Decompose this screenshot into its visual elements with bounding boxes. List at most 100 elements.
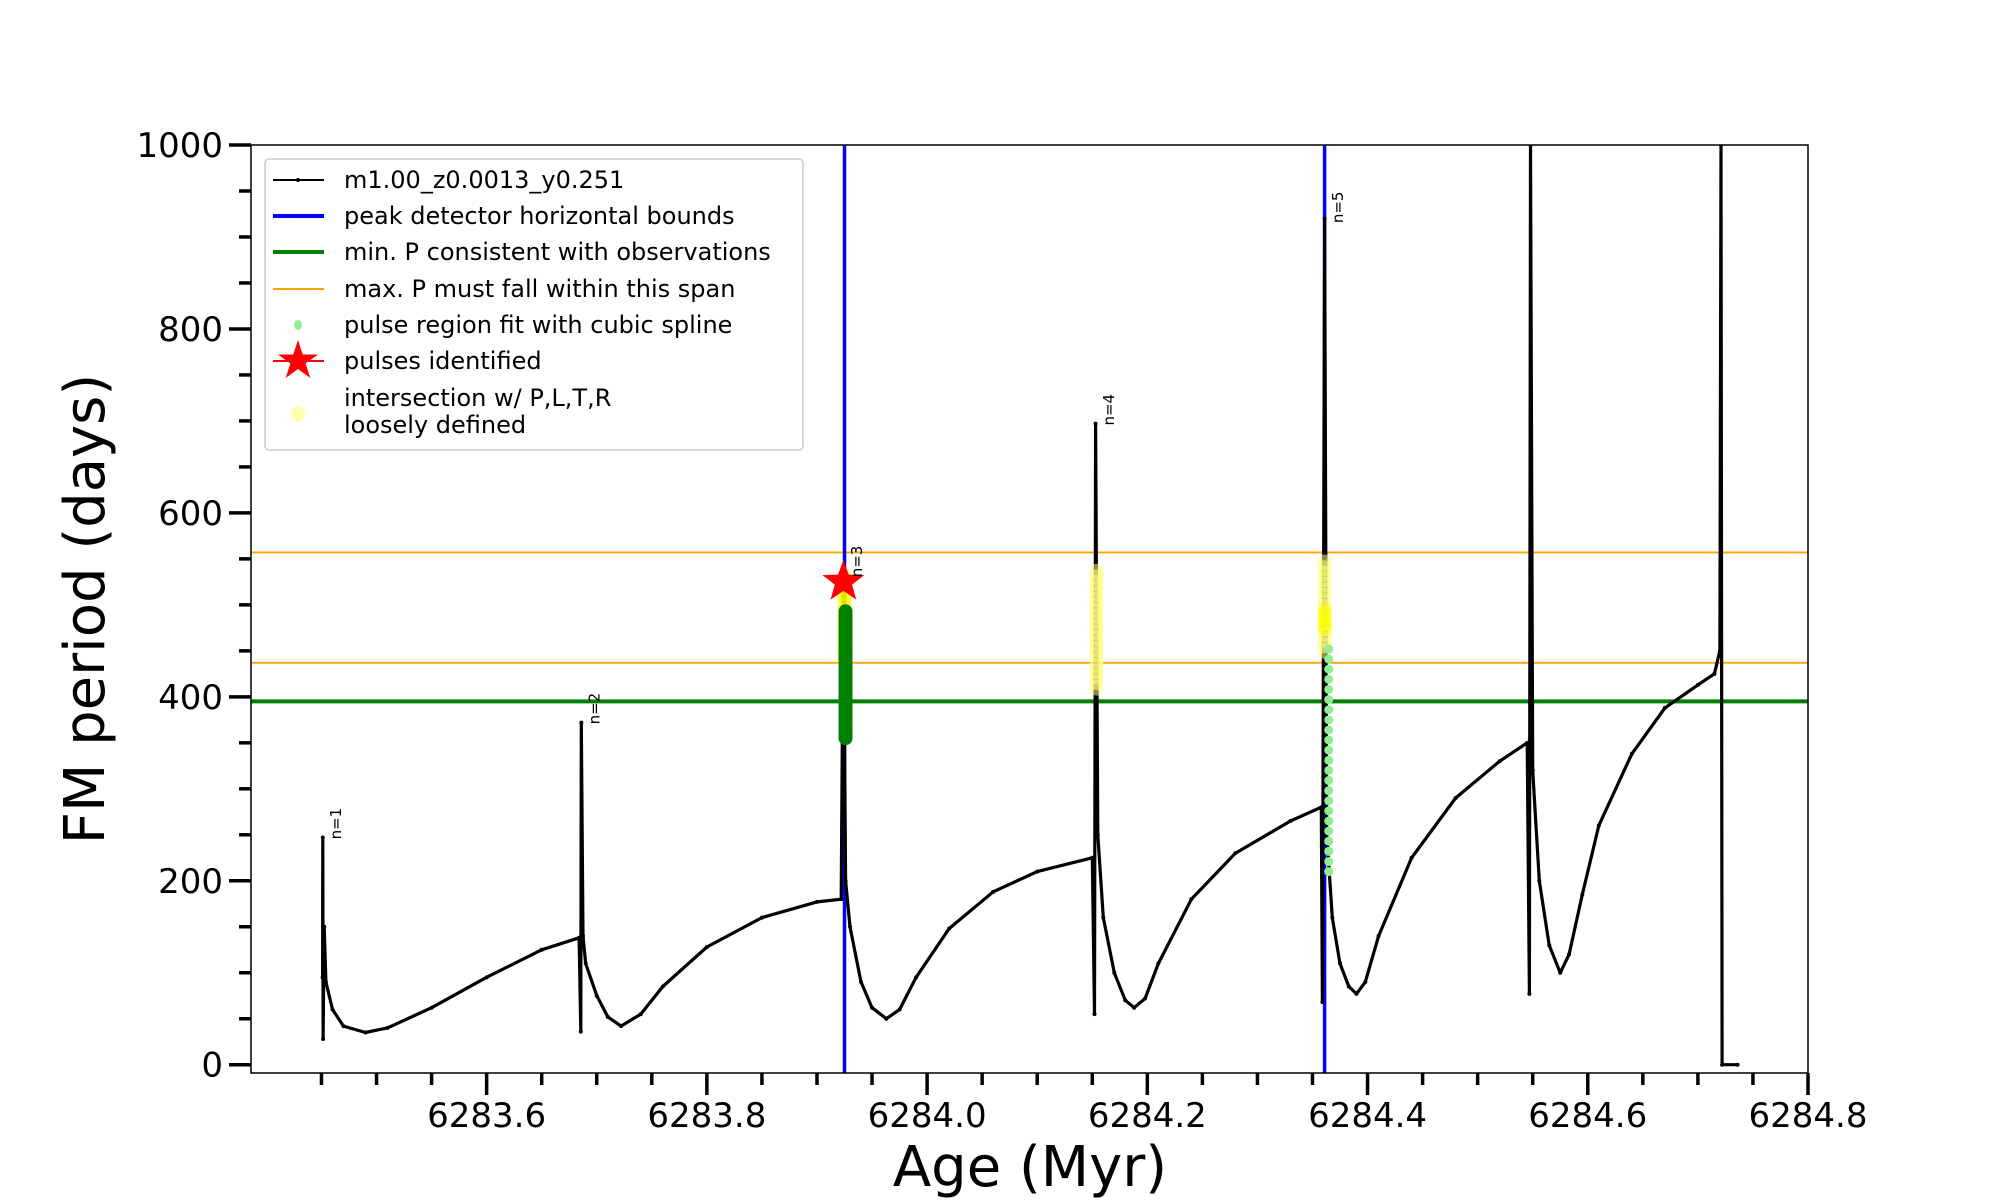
series-point	[1123, 998, 1128, 1003]
legend-label-2: min. P consistent with observations	[344, 238, 771, 266]
series-point	[914, 975, 919, 980]
pulse-fit-point	[1324, 786, 1334, 796]
series-point	[322, 924, 327, 929]
series-point	[1101, 915, 1106, 920]
series-point	[1112, 970, 1117, 975]
series-point	[1346, 984, 1351, 989]
pulse-fit-point	[1324, 826, 1334, 836]
loose-intersection-point	[1317, 603, 1332, 620]
series-point	[848, 924, 853, 929]
pulse-fit-point	[1324, 765, 1334, 775]
series-point	[341, 1024, 346, 1029]
series-point	[484, 975, 489, 980]
pulse-fit-point	[1324, 776, 1334, 786]
pulse-fit-point	[1324, 796, 1334, 806]
pulse-fit-point	[1324, 755, 1334, 765]
series-point	[759, 915, 764, 920]
x-tick-label: 6283.8	[647, 1096, 766, 1136]
series-point	[1695, 682, 1700, 687]
series-point	[814, 899, 819, 904]
series-point	[1320, 1000, 1325, 1005]
series-point	[843, 878, 848, 883]
series-point	[1735, 1062, 1740, 1067]
series-point	[539, 947, 544, 952]
series-point	[897, 1007, 902, 1012]
series-point	[1363, 979, 1368, 984]
legend-dot-icon	[291, 406, 305, 422]
pulse-identified-star	[822, 559, 865, 600]
series-point	[884, 1016, 889, 1021]
legend-label-6: intersection w/ P,L,T,R	[344, 384, 611, 412]
y-tick-label: 600	[158, 494, 223, 534]
series-point	[1720, 1062, 1725, 1067]
legend-box	[264, 158, 804, 451]
legend-label-1: peak detector horizontal bounds	[344, 202, 735, 230]
y-axis-label: FM period (days)	[53, 374, 118, 844]
pulse-fit-point	[1324, 715, 1334, 725]
series-point	[385, 1025, 390, 1030]
pulse-fit-point	[1324, 684, 1334, 694]
series-point	[1319, 805, 1324, 810]
series-point	[1233, 851, 1238, 856]
series-point	[618, 1024, 623, 1029]
pulse-label-5: n=5	[1329, 192, 1347, 224]
pulse-fit-point	[1324, 816, 1334, 826]
legend-star-icon	[278, 340, 318, 378]
legend-label-4: pulse region fit with cubic spline	[344, 311, 732, 339]
x-tick-label: 6284.6	[1528, 1096, 1647, 1136]
series-point	[1354, 991, 1359, 996]
series-point	[704, 944, 709, 949]
x-tick-label: 6284.4	[1308, 1096, 1427, 1136]
series-point	[578, 1029, 583, 1034]
series-point	[1537, 878, 1542, 883]
pulse-label-2: n=2	[586, 693, 604, 725]
series-point	[660, 984, 665, 989]
series-point	[1525, 740, 1530, 745]
series-point	[1288, 818, 1293, 823]
legend-marker-icon	[296, 178, 300, 182]
pulse-fit-point	[1324, 725, 1334, 735]
series-point	[1580, 892, 1585, 897]
series-point	[1090, 855, 1095, 860]
legend-label-5: pulses identified	[344, 347, 542, 375]
series-point	[1596, 823, 1601, 828]
pulse-fit-point	[1324, 695, 1334, 705]
series-point	[1409, 855, 1414, 860]
series-point	[1376, 933, 1381, 938]
series-point	[1189, 897, 1194, 902]
x-tick-label: 6283.6	[427, 1096, 546, 1136]
series-point	[1093, 421, 1098, 426]
pulse-fit-point	[1324, 836, 1334, 846]
series-point	[1095, 832, 1100, 837]
series-point	[859, 979, 864, 984]
series-point	[1322, 216, 1327, 221]
pulse-fit-point	[1324, 644, 1334, 654]
series-point	[947, 926, 952, 931]
series-point	[429, 1005, 434, 1010]
series-point	[991, 889, 996, 894]
series-point	[638, 1012, 643, 1017]
pulse-fit-point	[1324, 705, 1334, 715]
series-point	[330, 1007, 335, 1012]
legend-label-6-line2: loosely defined	[344, 411, 526, 439]
pulse-label-3: n=3	[848, 546, 866, 578]
series-point	[1143, 996, 1148, 1001]
series-point	[870, 1005, 875, 1010]
series-point	[605, 1014, 610, 1019]
pulse-fit-point	[1324, 846, 1334, 856]
y-tick-label: 400	[158, 678, 223, 718]
pulse-label-1: n=1	[327, 808, 345, 840]
series-point	[1338, 961, 1343, 966]
y-tick-label: 1000	[136, 126, 223, 166]
series-point	[1035, 869, 1040, 874]
series-point	[320, 975, 325, 980]
y-tick-label: 0	[201, 1046, 223, 1086]
series-point	[1717, 648, 1722, 653]
pulse-fit-point	[1324, 867, 1334, 877]
x-tick-label: 6284.2	[1088, 1096, 1207, 1136]
series-point	[363, 1030, 368, 1035]
legend-label-3: max. P must fall within this span	[344, 275, 735, 303]
series-point	[1132, 1005, 1137, 1010]
